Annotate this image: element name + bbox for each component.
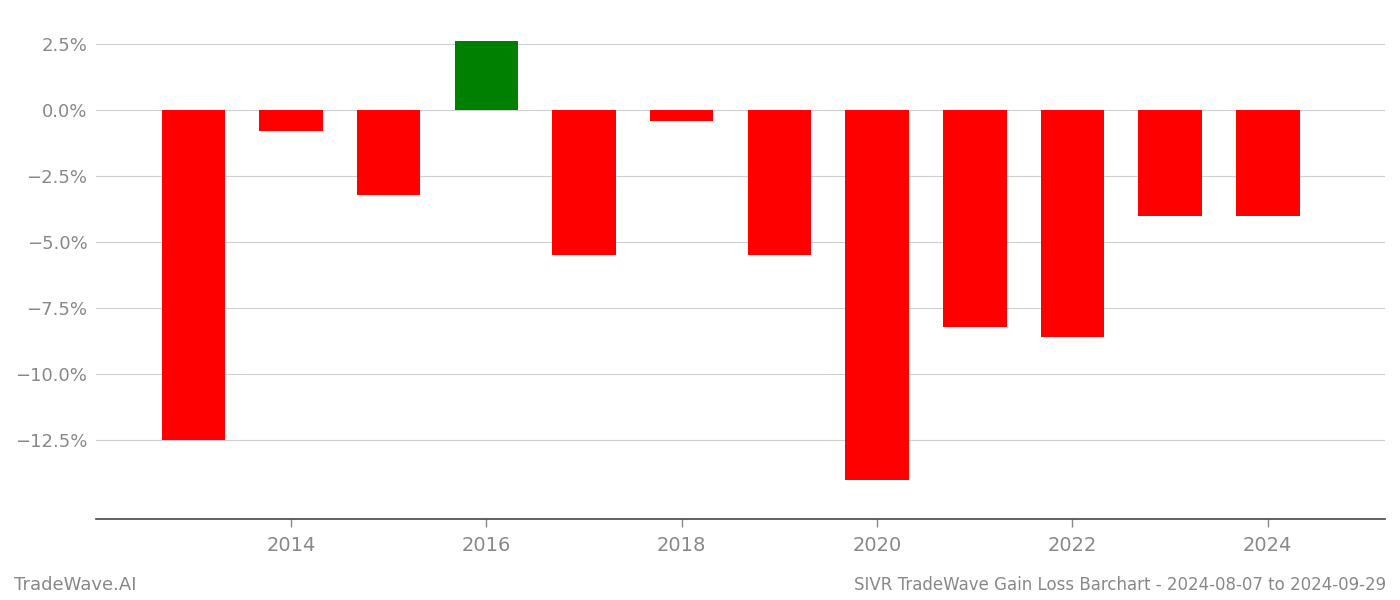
Bar (161, 110, 225, 440)
Bar (748, 110, 811, 255)
Bar (650, 110, 714, 121)
Bar (1138, 110, 1201, 215)
Bar (259, 110, 323, 131)
Bar (1040, 110, 1105, 337)
Text: SIVR TradeWave Gain Loss Barchart - 2024-08-07 to 2024-09-29: SIVR TradeWave Gain Loss Barchart - 2024… (854, 576, 1386, 594)
Bar (455, 41, 518, 110)
Bar (846, 110, 909, 480)
Text: TradeWave.AI: TradeWave.AI (14, 576, 137, 594)
Bar (357, 110, 420, 194)
Bar (1236, 110, 1299, 215)
Bar (944, 110, 1007, 326)
Bar (553, 110, 616, 255)
